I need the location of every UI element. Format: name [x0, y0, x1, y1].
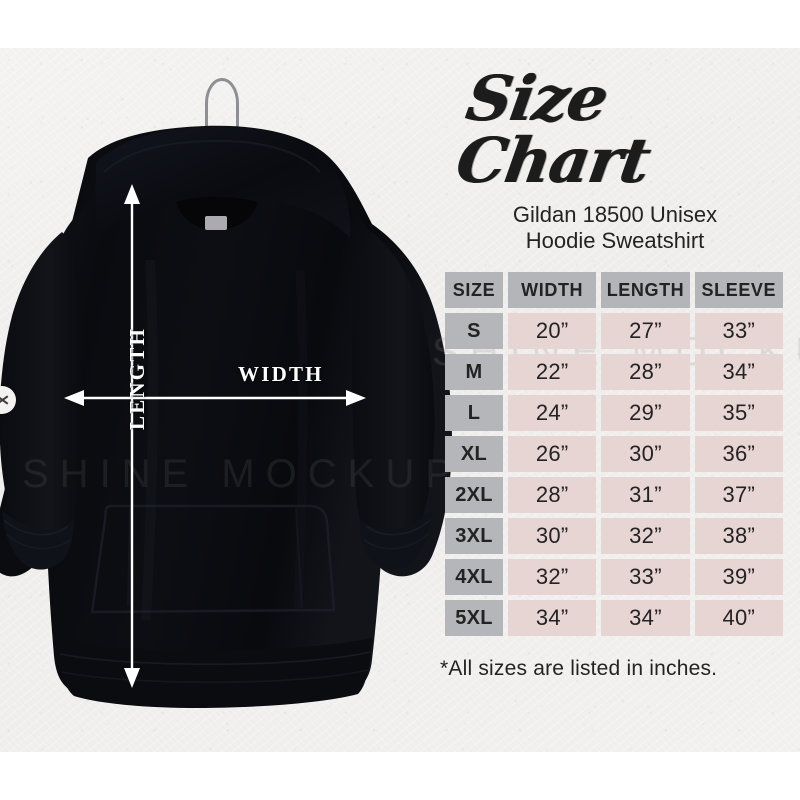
cell-sleeve: 37”: [694, 477, 783, 514]
product-subtitle: Gildan 18500 Unisex Hoodie Sweatshirt: [440, 202, 790, 253]
watermark-left: SHINE MOCKUP: [22, 452, 463, 496]
black-hoodie-garment: [0, 120, 470, 720]
cell-width: 24”: [508, 395, 597, 432]
cell-sleeve: 33”: [694, 313, 783, 350]
subtitle-line-1: Gildan 18500 Unisex: [512, 202, 718, 227]
cell-sleeve: 34”: [694, 354, 783, 391]
cell-length: 28”: [601, 354, 690, 391]
table-header-row: SIZE WIDTH LENGTH SLEEVE: [445, 272, 783, 309]
cell-width: 20”: [508, 313, 597, 350]
cell-size: 2XL: [445, 477, 503, 514]
edge-marker-icon: [0, 386, 16, 414]
table-row: 3XL 30” 32” 38”: [445, 518, 783, 555]
header-width: WIDTH: [508, 272, 597, 309]
cell-size: S: [445, 313, 503, 350]
cell-size: 3XL: [445, 518, 503, 555]
header-length: LENGTH: [601, 272, 690, 309]
cell-length: 33”: [601, 559, 690, 596]
page-title: Size Chart: [451, 62, 654, 197]
cell-length: 32”: [601, 518, 690, 555]
size-chart-table: SIZE WIDTH LENGTH SLEEVE S 20” 27” 33” M…: [440, 267, 788, 641]
header-size: SIZE: [445, 272, 503, 309]
table-row: 2XL 28” 31” 37”: [445, 477, 783, 514]
size-chart-panel: Size Chart Gildan 18500 Unisex Hoodie Sw…: [440, 62, 790, 681]
table-row: L 24” 29” 35”: [445, 395, 783, 432]
cell-width: 28”: [508, 477, 597, 514]
cell-sleeve: 39”: [694, 559, 783, 596]
cell-width: 22”: [508, 354, 597, 391]
cell-size: 5XL: [445, 600, 503, 637]
cell-width: 34”: [508, 600, 597, 637]
cell-length: 30”: [601, 436, 690, 473]
cell-size: XL: [445, 436, 503, 473]
cell-sleeve: 40”: [694, 600, 783, 637]
subtitle-line-2: Hoodie Sweatshirt: [525, 227, 705, 253]
cell-length: 31”: [601, 477, 690, 514]
cell-length: 27”: [601, 313, 690, 350]
cell-length: 34”: [601, 600, 690, 637]
table-row: 5XL 34” 34” 40”: [445, 600, 783, 637]
cell-size: M: [445, 354, 503, 391]
table-row: XL 26” 30” 36”: [445, 436, 783, 473]
cell-width: 26”: [508, 436, 597, 473]
cell-length: 29”: [601, 395, 690, 432]
table-row: M 22” 28” 34”: [445, 354, 783, 391]
footnote-text: *All sizes are listed in inches.: [440, 657, 718, 681]
cell-size: 4XL: [445, 559, 503, 596]
cell-sleeve: 35”: [694, 395, 783, 432]
header-sleeve: SLEEVE: [694, 272, 783, 309]
cell-sleeve: 36”: [694, 436, 783, 473]
table-row: 4XL 32” 33” 39”: [445, 559, 783, 596]
cell-sleeve: 38”: [694, 518, 783, 555]
table-row: S 20” 27” 33”: [445, 313, 783, 350]
cell-width: 32”: [508, 559, 597, 596]
cell-size: L: [445, 395, 503, 432]
cell-width: 30”: [508, 518, 597, 555]
